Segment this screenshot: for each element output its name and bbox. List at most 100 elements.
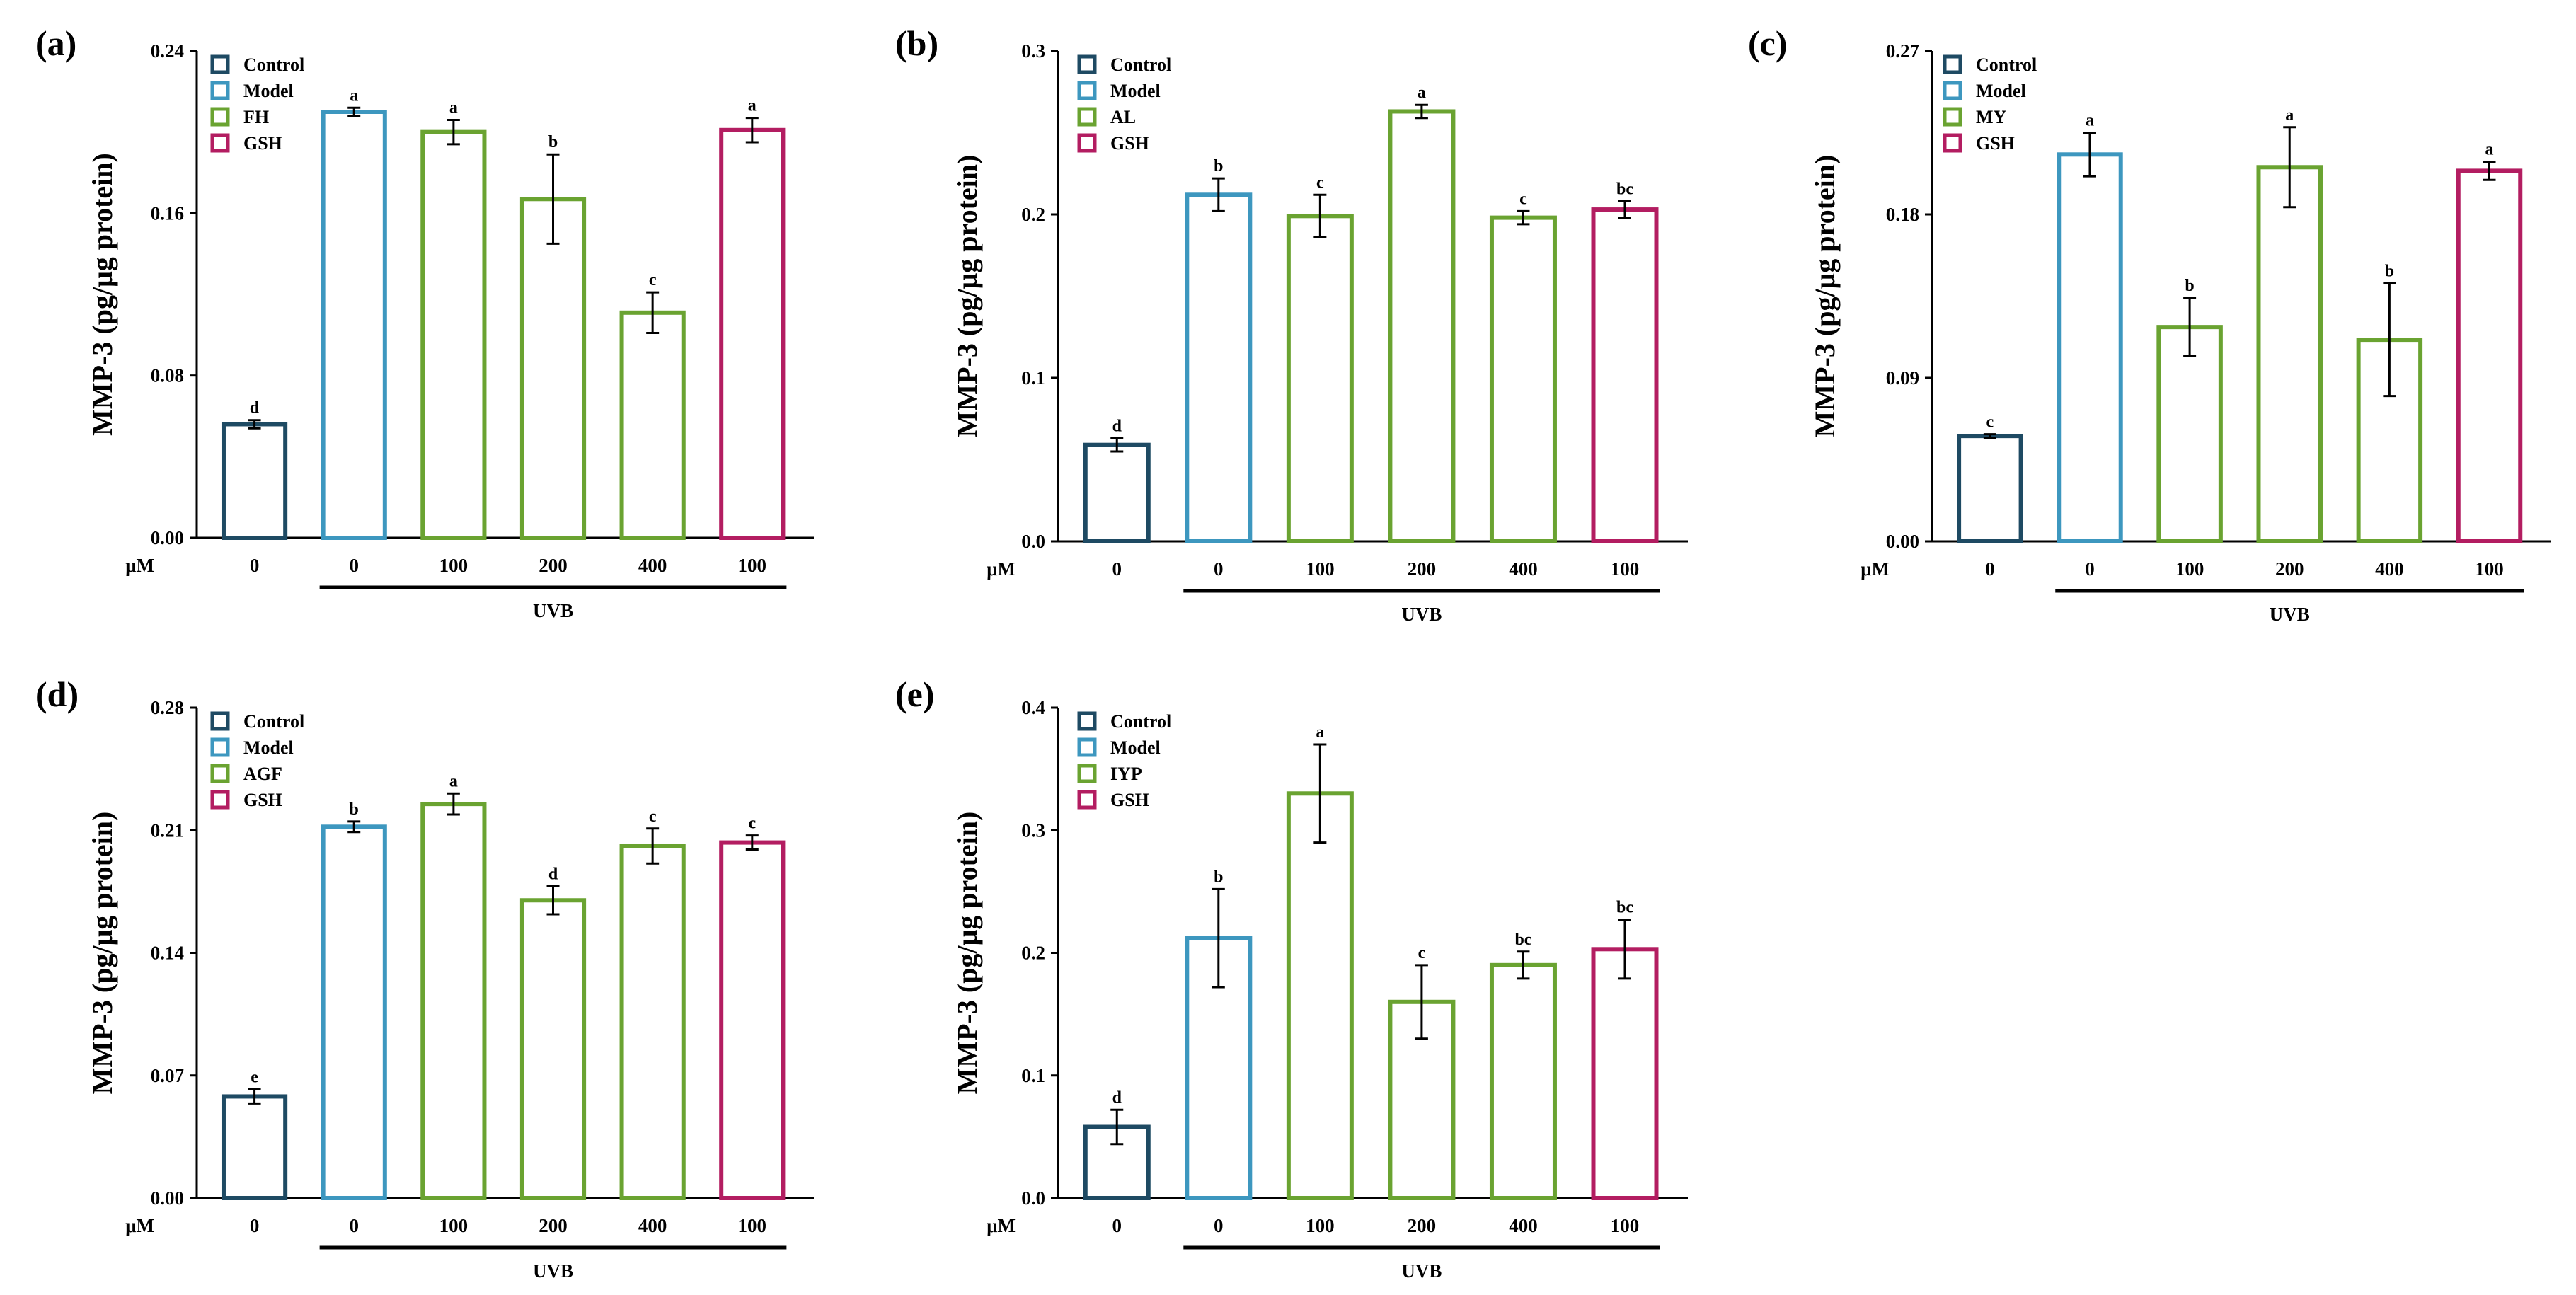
- bar: [519, 197, 587, 540]
- legend: Control Model IYP GSH: [1077, 711, 1171, 810]
- bar: [321, 110, 387, 540]
- x-tick-label: 400: [638, 1215, 667, 1236]
- y-tick-label: 0.14: [151, 943, 184, 964]
- bar: [2057, 152, 2123, 544]
- legend-label: Control: [243, 54, 304, 75]
- x-tick-label: 0: [349, 555, 359, 576]
- x-tick-label: 100: [439, 1215, 468, 1236]
- uvb-label: UVB: [1401, 604, 1442, 625]
- bar: [519, 898, 587, 1200]
- significance-label: bc: [1514, 931, 1531, 949]
- legend-swatch: [1077, 764, 1097, 783]
- legend-label: GSH: [1976, 133, 2015, 154]
- x-tick-label: 400: [638, 555, 667, 576]
- legend: Control Model MY GSH: [1943, 54, 2037, 154]
- bar: [221, 1094, 288, 1200]
- significance-label: c: [1986, 413, 1994, 432]
- x-tick-label: 100: [2175, 558, 2204, 580]
- significance-label: bc: [1616, 180, 1633, 199]
- x-tick-label: 0: [2085, 558, 2095, 580]
- significance-label: b: [1214, 157, 1223, 175]
- bar: [1185, 192, 1253, 543]
- significance-label: a: [449, 98, 458, 117]
- y-axis-label: MMP-3 (pg/μg protein): [86, 812, 118, 1095]
- significance-label: a: [2086, 112, 2094, 130]
- x-tick-label: 0: [349, 1215, 359, 1236]
- legend-swatch: [210, 107, 230, 127]
- legend-label: Model: [243, 81, 294, 101]
- panel-label: (d): [35, 674, 79, 714]
- legend: Control Model AGF GSH: [210, 711, 304, 810]
- y-tick-label: 0.00: [151, 527, 184, 548]
- y-tick-label: 0.24: [151, 40, 184, 62]
- legend-swatch: [210, 737, 230, 757]
- significance-label: a: [748, 97, 757, 115]
- bar: [1591, 207, 1659, 543]
- legend-swatch: [1943, 107, 1962, 127]
- y-axis-label: MMP-3 (pg/μg protein): [86, 153, 118, 436]
- bar: [719, 840, 786, 1200]
- bar: [1489, 962, 1557, 1200]
- y-tick-label: 0.2: [1021, 204, 1045, 225]
- x-tick-label: 200: [539, 1215, 568, 1236]
- x-tick-label: 200: [1408, 558, 1437, 580]
- legend-label: Model: [1976, 81, 2026, 101]
- legend-swatch: [210, 81, 230, 100]
- significance-label: c: [748, 815, 756, 833]
- legend-label: Control: [1110, 54, 1171, 75]
- significance-label: d: [250, 399, 260, 418]
- y-tick-label: 0.2: [1021, 943, 1045, 964]
- legend-swatch: [1077, 737, 1097, 757]
- legend-label: AL: [1110, 107, 1136, 127]
- x-tick-label: 100: [1611, 558, 1640, 580]
- x-tick-label: 100: [1306, 558, 1335, 580]
- y-tick-label: 0.4: [1021, 697, 1045, 718]
- significance-label: a: [1316, 723, 1324, 742]
- y-tick-label: 0.07: [151, 1065, 184, 1086]
- uvb-label: UVB: [533, 600, 573, 621]
- significance-label: b: [548, 133, 558, 151]
- significance-label: a: [2285, 106, 2294, 125]
- legend-swatch: [210, 790, 230, 810]
- y-tick-label: 0.1: [1021, 367, 1045, 388]
- bar: [1591, 947, 1659, 1200]
- bar: [619, 310, 686, 540]
- y-tick-label: 0.16: [151, 202, 184, 224]
- x-tick-label: 0: [250, 555, 260, 576]
- legend-swatch: [1077, 790, 1097, 810]
- legend-swatch: [1943, 81, 1962, 100]
- y-tick-label: 0.27: [1886, 40, 1919, 62]
- bar: [420, 802, 487, 1200]
- x-tick-label: 400: [1509, 1215, 1538, 1236]
- significance-label: a: [350, 86, 358, 105]
- x-tick-label: 100: [1611, 1215, 1640, 1236]
- significance-label: e: [251, 1069, 258, 1087]
- legend-label: Control: [243, 711, 304, 732]
- y-axis-label: MMP-3 (pg/μg protein): [951, 812, 983, 1095]
- bar: [1388, 109, 1456, 544]
- y-tick-label: 0.0: [1021, 1187, 1045, 1209]
- x-tick-label: 200: [539, 555, 568, 576]
- legend-swatch: [210, 133, 230, 153]
- legend-label: FH: [243, 107, 269, 127]
- legend-label: GSH: [1110, 133, 1149, 154]
- y-tick-label: 0.00: [151, 1187, 184, 1209]
- y-tick-label: 0.0: [1021, 531, 1045, 552]
- bar: [619, 844, 686, 1201]
- panel-label: (c): [1748, 23, 1788, 63]
- significance-label: b: [350, 800, 359, 819]
- legend-label: MY: [1976, 107, 2007, 127]
- bar: [2256, 165, 2323, 543]
- x-tick-label: 0: [1214, 558, 1224, 580]
- x-tick-label: 100: [738, 555, 767, 576]
- uvb-label: UVB: [533, 1260, 573, 1282]
- legend-swatch: [210, 711, 230, 731]
- bar: [1489, 215, 1557, 543]
- legend-swatch: [210, 764, 230, 783]
- legend-swatch: [1077, 107, 1097, 127]
- x-tick-label: 200: [2275, 558, 2304, 580]
- legend-label: Control: [1976, 54, 2037, 75]
- significance-label: bc: [1616, 899, 1633, 917]
- legend-label: AGF: [243, 764, 282, 784]
- significance-label: c: [1316, 173, 1324, 192]
